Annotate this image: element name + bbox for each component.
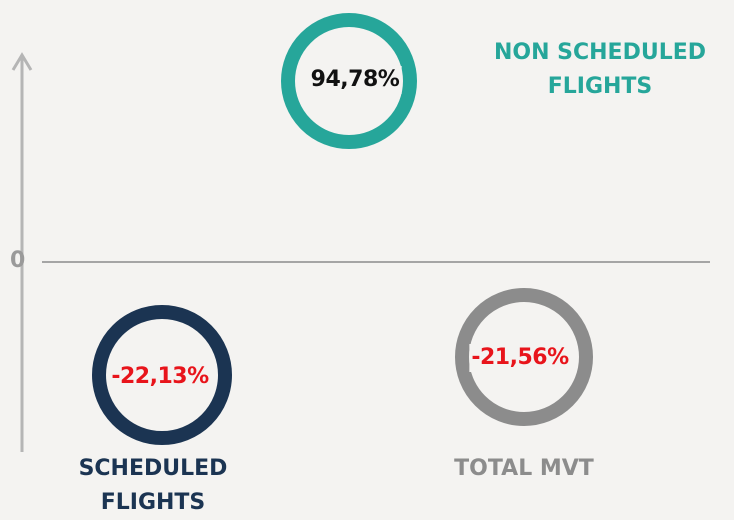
axis-zero-label: 0 [10,248,26,273]
item-label: TOTAL MVT [454,456,594,481]
value-label: -21,56% [469,344,571,372]
value-label: -22,13% [109,363,211,391]
ring-total [455,288,593,426]
value-label: 94,78% [308,66,402,94]
item-label: SCHEDULED FLIGHTS [78,456,228,515]
ring-non-scheduled [281,13,417,149]
item-label: NON SCHEDULED FLIGHTS [493,40,707,99]
axis-arrow [11,52,33,71]
ring-scheduled [92,305,232,445]
